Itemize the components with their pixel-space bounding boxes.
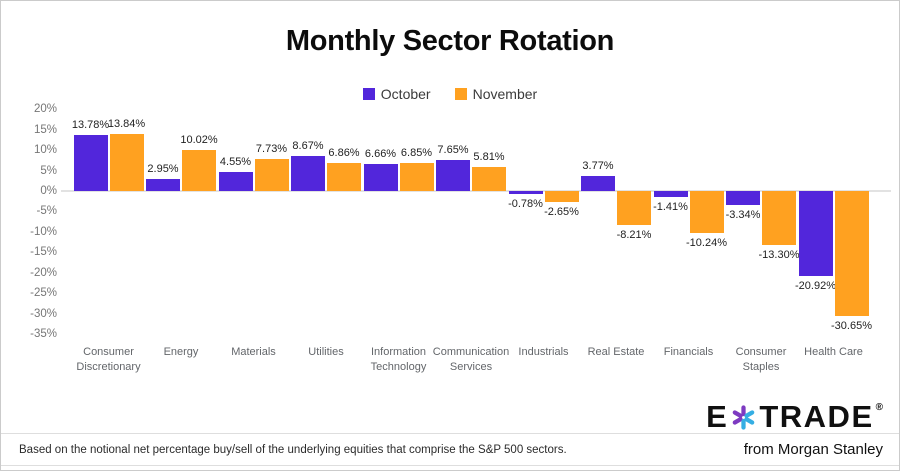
value-label-november-10: -13.30%: [758, 249, 800, 262]
bar-november-7: [544, 191, 579, 202]
value-label-november-4: 6.86%: [328, 146, 360, 159]
bar-november-4: [327, 162, 361, 191]
value-label-october-1: 13.78%: [71, 118, 110, 131]
y-axis-tick-label: 0%: [40, 185, 57, 197]
x-axis-category-label: Consumer Staples: [735, 346, 787, 373]
bar-october-2: [146, 178, 180, 191]
y-axis-tick-label: -25%: [30, 287, 57, 300]
y-axis-tick-label: 15%: [33, 123, 57, 136]
value-label-november-6: 5.81%: [473, 151, 505, 164]
october-legend-swatch: [362, 88, 375, 100]
value-label-october-3: 4.55%: [219, 156, 252, 169]
october-legend-label: October: [380, 86, 431, 102]
y-axis-tick-label: 10%: [33, 144, 57, 157]
legend-item-october: October: [362, 86, 431, 102]
bar-november-8: [617, 191, 651, 225]
y-axis-tick-label: 5%: [40, 164, 57, 177]
value-label-november-9: -10.24%: [686, 236, 727, 249]
chart-legend: October November: [1, 86, 899, 102]
etrade-asterisk-icon: [733, 404, 755, 430]
x-axis-category-label: Industrials: [518, 346, 569, 358]
x-axis-category-label: Health Care: [804, 346, 863, 358]
x-axis-category-label: Utilities: [308, 346, 344, 358]
value-label-october-10: -3.34%: [725, 208, 761, 221]
value-label-october-6: 7.65%: [437, 143, 469, 156]
value-label-november-11: -30.65%: [831, 320, 872, 333]
x-axis-category-label: Energy: [163, 346, 199, 358]
bar-october-3: [218, 172, 253, 191]
bar-november-11: [834, 191, 869, 317]
value-label-october-2: 2.95%: [147, 162, 179, 175]
value-label-october-8: 3.77%: [582, 159, 614, 172]
bar-october-6: [436, 159, 470, 191]
value-label-november-8: -8.21%: [616, 228, 652, 241]
x-axis-category-label: Financials: [663, 346, 714, 358]
legend-item-november: November: [454, 86, 538, 102]
bar-november-5: [399, 163, 434, 191]
november-legend-label: November: [472, 86, 538, 102]
etrade-logo: E TRADE ®: [706, 399, 883, 435]
value-label-november-1: 13.84%: [107, 118, 146, 131]
y-axis-tick-label: -5%: [36, 205, 57, 218]
y-axis-tick-label: -35%: [30, 328, 57, 340]
bar-november-9: [689, 191, 724, 233]
logo-letter-e: E: [706, 399, 729, 434]
brand-tagline: from Morgan Stanley: [743, 441, 883, 458]
value-label-november-5: 6.85%: [400, 147, 433, 159]
y-axis-tick-label: 20%: [33, 103, 57, 116]
value-label-october-5: 6.66%: [364, 147, 397, 160]
bar-october-8: [581, 175, 615, 191]
page-title: Monthly Sector Rotation: [285, 25, 615, 57]
x-axis-category-label: Real Estate: [587, 346, 645, 358]
bar-november-2: [182, 150, 216, 191]
value-label-november-7: -2.65%: [544, 205, 579, 218]
november-legend-swatch: [454, 88, 467, 100]
value-label-october-9: -1.41%: [653, 200, 688, 213]
bar-november-6: [472, 167, 506, 191]
bar-october-4: [291, 155, 325, 191]
bar-november-10: [762, 191, 796, 246]
bar-october-9: [653, 191, 688, 197]
footnote-text: Based on the notional net percentage buy…: [19, 443, 567, 456]
registered-mark: ®: [875, 401, 883, 413]
y-axis-tick-label: -20%: [30, 266, 57, 279]
value-label-october-4: 8.67%: [292, 139, 324, 152]
x-axis-category-label: Communication Services: [432, 346, 510, 373]
bar-october-11: [798, 191, 833, 277]
x-axis-category-label: Materials: [231, 346, 276, 358]
bar-november-1: [109, 134, 144, 191]
footer-band: Based on the notional net percentage buy…: [1, 433, 899, 466]
bar-november-3: [254, 159, 289, 191]
value-label-october-7: -0.78%: [508, 198, 543, 211]
x-axis-category-label: Consumer Discretionary: [76, 346, 141, 373]
value-label-november-2: 10.02%: [180, 134, 218, 147]
logo-word-trade: TRADE: [759, 399, 874, 434]
zero-baseline: [61, 190, 891, 192]
bar-october-5: [363, 163, 398, 191]
bar-october-10: [726, 191, 760, 205]
value-label-october-11: -20.92%: [795, 280, 836, 293]
y-axis-tick-label: -15%: [30, 246, 57, 259]
bar-october-1: [73, 134, 108, 191]
value-label-november-3: 7.73%: [255, 143, 288, 156]
x-axis-category-label: Information Technology: [370, 346, 427, 373]
y-axis-tick-label: -10%: [30, 225, 57, 238]
y-axis-tick-label: -30%: [30, 307, 57, 320]
bar-october-7: [508, 191, 543, 195]
